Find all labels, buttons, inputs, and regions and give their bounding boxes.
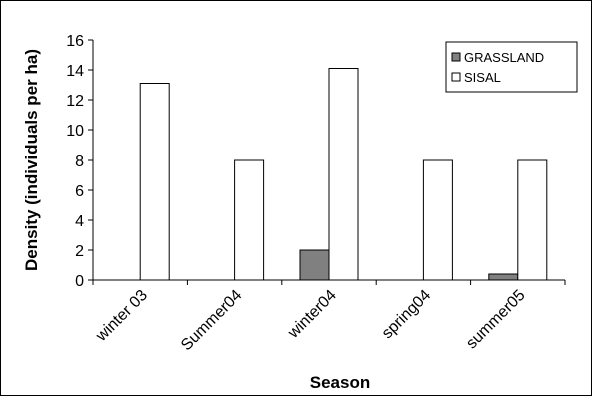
y-tick-label: 0 (75, 273, 84, 290)
legend-swatch-sisal (451, 72, 461, 82)
bar-sisal (234, 159, 265, 281)
bar-grassland (488, 273, 519, 281)
axes (92, 40, 566, 285)
y-tick-label: 16 (66, 33, 84, 50)
legend-label-grassland: GRASSLAND (464, 50, 544, 65)
bar-sisal (517, 159, 548, 281)
y-tick-label: 2 (75, 243, 84, 260)
y-tick-label: 6 (75, 183, 84, 200)
legend-swatch-grassland (451, 52, 461, 62)
bar-sisal (139, 83, 170, 281)
y-tick-label: 8 (75, 153, 84, 170)
y-tick-label: 4 (75, 213, 84, 230)
y-axis-title: Density (individuals per ha) (22, 49, 41, 271)
legend-box (445, 41, 578, 93)
legend-label-sisal: SISAL (464, 70, 501, 85)
x-axis-title: Season (310, 373, 370, 392)
legend: GRASSLAND SISAL (445, 41, 578, 93)
y-tick-label: 12 (66, 93, 84, 110)
bar-sisal (422, 159, 453, 281)
y-tick-label: 14 (66, 63, 84, 80)
bar-grassland (299, 249, 330, 281)
y-tick-label: 10 (66, 123, 84, 140)
bar-sisal (328, 68, 359, 281)
y-axis-ticks: 0 2 4 6 8 10 12 14 16 (66, 33, 93, 290)
